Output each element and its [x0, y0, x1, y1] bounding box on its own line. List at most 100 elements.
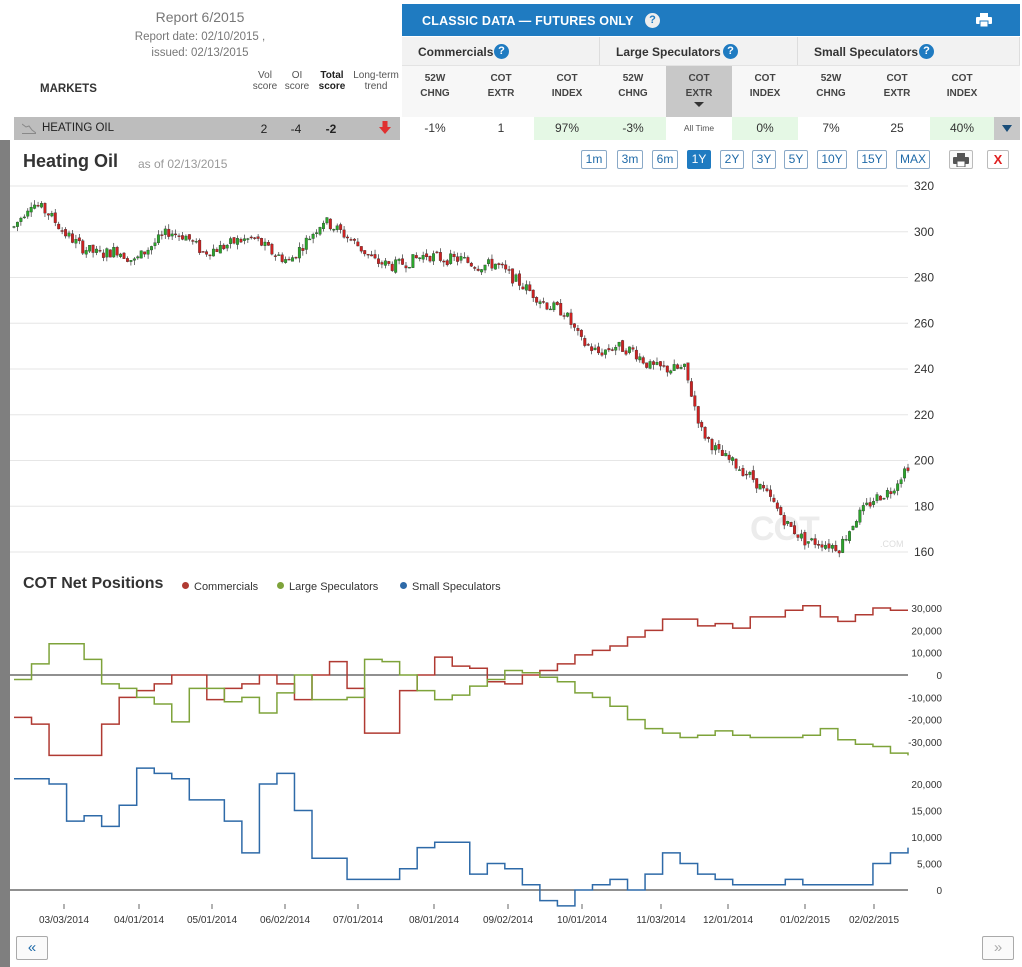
- range-5y-button[interactable]: 5Y: [784, 150, 808, 169]
- help-icon[interactable]: ?: [494, 44, 509, 59]
- market-row[interactable]: HEATING OIL 2 -4 -2 -1% 1 97% -3% All Ti…: [0, 117, 1022, 140]
- help-icon[interactable]: ?: [919, 44, 934, 59]
- col-large-cot-extr[interactable]: COT EXTR: [666, 65, 732, 117]
- candle-body: [658, 361, 662, 367]
- range-3y-button[interactable]: 3Y: [752, 150, 776, 169]
- range-6m-button[interactable]: 6m: [652, 150, 678, 169]
- x-tick-label: 03/03/2014: [39, 915, 89, 926]
- price-tick-label: 300: [914, 225, 934, 239]
- oi-score-header[interactable]: OI score: [284, 70, 310, 92]
- candle-body: [452, 254, 456, 258]
- legend-dot: [277, 582, 284, 589]
- range-max-button[interactable]: MAX: [896, 150, 930, 169]
- candle-body: [528, 284, 532, 291]
- candle-body: [22, 216, 26, 219]
- range-2y-button[interactable]: 2Y: [720, 150, 744, 169]
- col-small-52w-chng[interactable]: 52W CHNG: [798, 65, 864, 117]
- candle-body: [844, 539, 848, 541]
- col-comm-cot-index[interactable]: COT INDEX: [534, 65, 600, 117]
- candle-body: [597, 346, 600, 354]
- col-large-52w-chng[interactable]: 52W CHNG: [600, 65, 666, 117]
- candle-body: [74, 239, 78, 244]
- candle-body: [370, 254, 374, 257]
- candle-body: [222, 244, 226, 250]
- cot-upper-axis: 30,000 20,000 10,000 0 -10,000 -20,000 -30,000: [908, 604, 942, 749]
- legend-large-speculators[interactable]: Large Speculators: [277, 581, 378, 593]
- arrow-down-icon: [379, 121, 391, 134]
- candle-body: [683, 363, 686, 367]
- total-score-header[interactable]: Total score: [318, 70, 346, 92]
- legend-small-speculators[interactable]: Small Speculators: [400, 581, 501, 593]
- col-large-cot-index[interactable]: COT INDEX: [732, 65, 798, 117]
- group-label: Large Speculators: [616, 45, 721, 59]
- chart-print-button[interactable]: [949, 150, 973, 169]
- candle-body: [153, 242, 157, 246]
- prev-market-button[interactable]: «: [16, 936, 48, 960]
- candle-body: [861, 505, 865, 512]
- candle-body: [652, 361, 656, 365]
- candle-body: [789, 522, 793, 527]
- candle-body: [459, 256, 463, 261]
- candle-body: [679, 367, 683, 369]
- group-large-speculators: Large Speculators ?: [600, 37, 798, 65]
- candle-body: [617, 341, 621, 347]
- help-icon[interactable]: ?: [645, 13, 660, 28]
- legend-label: Large Speculators: [289, 581, 379, 593]
- range-3m-button[interactable]: 3m: [617, 150, 643, 169]
- range-10y-button[interactable]: 10Y: [817, 150, 847, 169]
- candle-body: [786, 520, 790, 524]
- close-chart-button[interactable]: X: [987, 150, 1009, 169]
- candle-body: [442, 260, 446, 263]
- total-score: -2: [325, 122, 337, 136]
- candle-body: [579, 329, 583, 337]
- cot-lower-tick-label: 20,000: [911, 780, 942, 791]
- next-market-button[interactable]: »: [982, 936, 1014, 960]
- long-term-trend-header[interactable]: Long-term trend: [353, 70, 399, 92]
- col-spacer: [994, 65, 1020, 117]
- range-1y-button[interactable]: 1Y: [687, 150, 711, 169]
- col-comm-cot-extr[interactable]: COT EXTR: [468, 65, 534, 117]
- col-small-cot-extr[interactable]: COT EXTR: [864, 65, 930, 117]
- cot-lower-tick-label: 0: [936, 886, 942, 897]
- range-1m-button[interactable]: 1m: [581, 150, 607, 169]
- candle-body: [562, 315, 566, 317]
- candle-body: [119, 253, 123, 257]
- candle-body: [146, 249, 150, 255]
- help-icon[interactable]: ?: [723, 44, 738, 59]
- candle-body: [603, 349, 607, 355]
- row-expand-toggle[interactable]: [994, 117, 1020, 140]
- cot-upper-lines: [14, 605, 909, 757]
- candle-body: [139, 250, 143, 259]
- candle-body: [318, 227, 322, 235]
- candle-body: [356, 241, 360, 247]
- legend-commercials[interactable]: Commercials: [182, 581, 258, 593]
- range-15y-button[interactable]: 15Y: [857, 150, 887, 169]
- candle-body: [280, 254, 284, 262]
- market-name[interactable]: HEATING OIL: [42, 122, 114, 134]
- candle-body: [610, 349, 614, 351]
- col-small-cot-index[interactable]: COT INDEX: [930, 65, 994, 117]
- x-tick-label: 01/02/2015: [780, 915, 830, 926]
- candle-body: [105, 248, 109, 258]
- mini-chart-icon[interactable]: [22, 122, 36, 134]
- candle-body: [342, 229, 346, 238]
- candle-body: [548, 308, 552, 311]
- candle-body: [573, 323, 576, 328]
- report-title: Report 6/2015: [155, 9, 245, 25]
- printer-icon[interactable]: [976, 13, 992, 27]
- price-tick-label: 280: [914, 271, 934, 285]
- candle-body: [655, 361, 659, 365]
- candle-body: [521, 286, 525, 290]
- printer-icon: [953, 153, 969, 167]
- x-tick-label: 07/01/2014: [333, 915, 383, 926]
- candle-body: [906, 467, 910, 471]
- col-comm-52w-chng[interactable]: 52W CHNG: [402, 65, 468, 117]
- candle-body: [301, 248, 305, 251]
- candle-body: [769, 489, 772, 497]
- candle-body: [435, 251, 439, 254]
- vol-score-header[interactable]: Vol score: [252, 70, 278, 92]
- candle-body: [707, 436, 711, 439]
- candle-body: [851, 525, 855, 530]
- cot-upper-tick-label: 30,000: [911, 604, 942, 615]
- candle-body: [837, 550, 841, 554]
